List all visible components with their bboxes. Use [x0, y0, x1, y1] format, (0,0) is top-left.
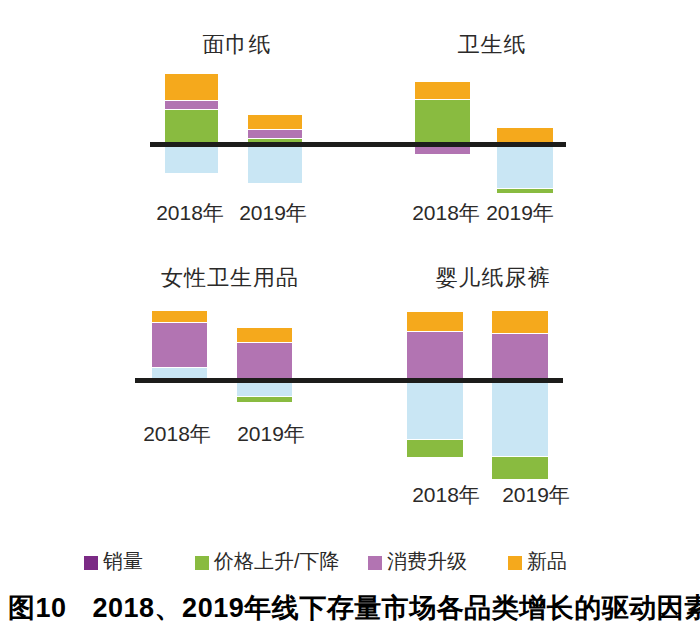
- bar-segment-new: [415, 82, 470, 99]
- bar-segment-price: [165, 110, 218, 142]
- category-label: 2019年: [502, 481, 570, 509]
- bar-segment-lightblue: [497, 147, 553, 188]
- bar-segment-lightblue: [248, 147, 302, 183]
- category-label: 2019年: [486, 199, 554, 227]
- bar-segment-upgrade: [165, 101, 218, 109]
- legend-item-volume: 销量: [84, 548, 143, 566]
- figure-10-growth-drivers-charts: 面巾纸 卫生纸 女性卫生用品 婴儿纸尿裤 2018年2019年2018年2019…: [0, 0, 700, 634]
- new-product-swatch-icon: [508, 556, 522, 570]
- bar-segment-lightblue: [492, 383, 548, 456]
- volume-swatch-icon: [84, 556, 98, 570]
- category-label: 2018年: [156, 199, 224, 227]
- bar-segment-new: [248, 115, 302, 129]
- bar-segment-new: [497, 128, 553, 142]
- bar-segment-lightblue: [237, 383, 292, 396]
- bar-segment-new: [492, 311, 548, 333]
- bar-segment-lightblue: [165, 147, 218, 173]
- category-label: 2019年: [237, 420, 305, 448]
- bar-segment-lightblue: [407, 383, 463, 439]
- bar-segment-new: [237, 328, 292, 342]
- bar-segment-upgrade: [415, 147, 470, 154]
- upgrade-swatch-icon: [368, 556, 382, 570]
- category-label: 2018年: [412, 481, 480, 509]
- legend-label-price: 价格上升/下降: [214, 550, 340, 572]
- bar-segment-lightblue: [152, 368, 207, 378]
- category-label: 2018年: [143, 420, 211, 448]
- legend-label-volume: 销量: [103, 550, 143, 572]
- bar-segment-upgrade: [237, 343, 292, 378]
- category-label: 2019年: [239, 199, 307, 227]
- bar-segment-price: [407, 440, 463, 457]
- legend-label-upgrade: 消费升级: [387, 550, 467, 572]
- bar-segment-price: [248, 139, 302, 142]
- bar-segment-price: [492, 457, 548, 479]
- legend-label-new-product: 新品: [527, 550, 567, 572]
- chart-title-feminine-hygiene: 女性卫生用品: [161, 263, 299, 293]
- chart-title-toilet-paper: 卫生纸: [458, 30, 527, 60]
- bar-segment-upgrade: [407, 332, 463, 378]
- bar-segment-upgrade: [152, 323, 207, 367]
- category-label: 2018年: [412, 199, 480, 227]
- bar-segment-new: [407, 312, 463, 331]
- legend-item-new-product: 新品: [508, 548, 567, 566]
- figure-caption-text: 2018、2019年线下存量市场各品类增长的驱动因素: [93, 593, 700, 623]
- bar-segment-upgrade: [248, 130, 302, 138]
- bar-segment-price: [415, 100, 470, 142]
- bar-segment-price: [237, 397, 292, 402]
- bar-segment-upgrade: [492, 334, 548, 378]
- figure-caption: 图10 2018、2019年线下存量市场各品类增长的驱动因素: [8, 590, 700, 626]
- chart-title-baby-diapers: 婴儿纸尿裤: [436, 263, 551, 293]
- bar-segment-new: [152, 311, 207, 322]
- price-swatch-icon: [195, 556, 209, 570]
- legend-item-upgrade: 消费升级: [368, 548, 467, 566]
- bar-segment-new: [165, 74, 218, 100]
- bar-segment-price: [497, 189, 553, 193]
- figure-caption-number: 图10: [8, 593, 67, 623]
- chart-title-facial-tissue: 面巾纸: [203, 30, 272, 60]
- legend-item-price: 价格上升/下降: [195, 548, 340, 566]
